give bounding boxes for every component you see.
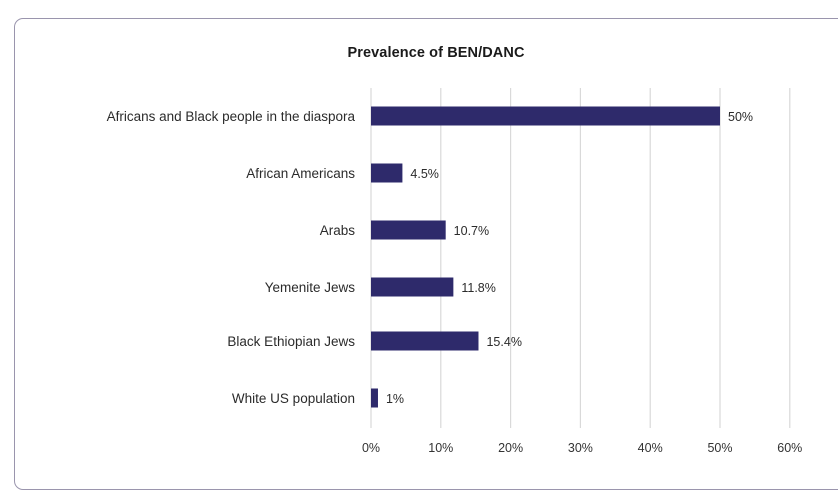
category-label: Yemenite Jews — [265, 280, 356, 295]
bar — [371, 106, 720, 126]
x-tick-label: 20% — [498, 441, 523, 455]
value-label: 4.5% — [410, 167, 439, 181]
value-label: 50% — [728, 110, 753, 124]
bar — [371, 220, 446, 240]
x-tick-label: 10% — [428, 441, 453, 455]
category-label: Africans and Black people in the diaspor… — [107, 109, 356, 124]
bar — [371, 388, 378, 408]
x-tick-label: 40% — [638, 441, 663, 455]
category-label: Arabs — [320, 223, 356, 238]
chart-card — [14, 18, 838, 490]
bar-chart: 0% 10% 20% 30% 40% 50% 60% Africans and Black p… — [107, 88, 802, 455]
category-label: White US population — [232, 391, 355, 406]
value-label: 1% — [386, 392, 404, 406]
x-tick-label: 60% — [777, 441, 802, 455]
value-label: 15.4% — [486, 335, 521, 349]
x-tick-label: 30% — [568, 441, 593, 455]
value-label: 10.7% — [454, 224, 489, 238]
value-label: 11.8% — [461, 281, 496, 295]
bar — [371, 277, 454, 297]
category-label: African Americans — [246, 166, 355, 181]
x-tick-label: 0% — [362, 441, 380, 455]
x-tick-label: 50% — [707, 441, 732, 455]
category-label: Black Ethiopian Jews — [227, 334, 355, 349]
chart-title: Prevalence of BEN/DANC — [347, 45, 525, 61]
bar — [371, 163, 403, 183]
bar — [371, 331, 479, 351]
